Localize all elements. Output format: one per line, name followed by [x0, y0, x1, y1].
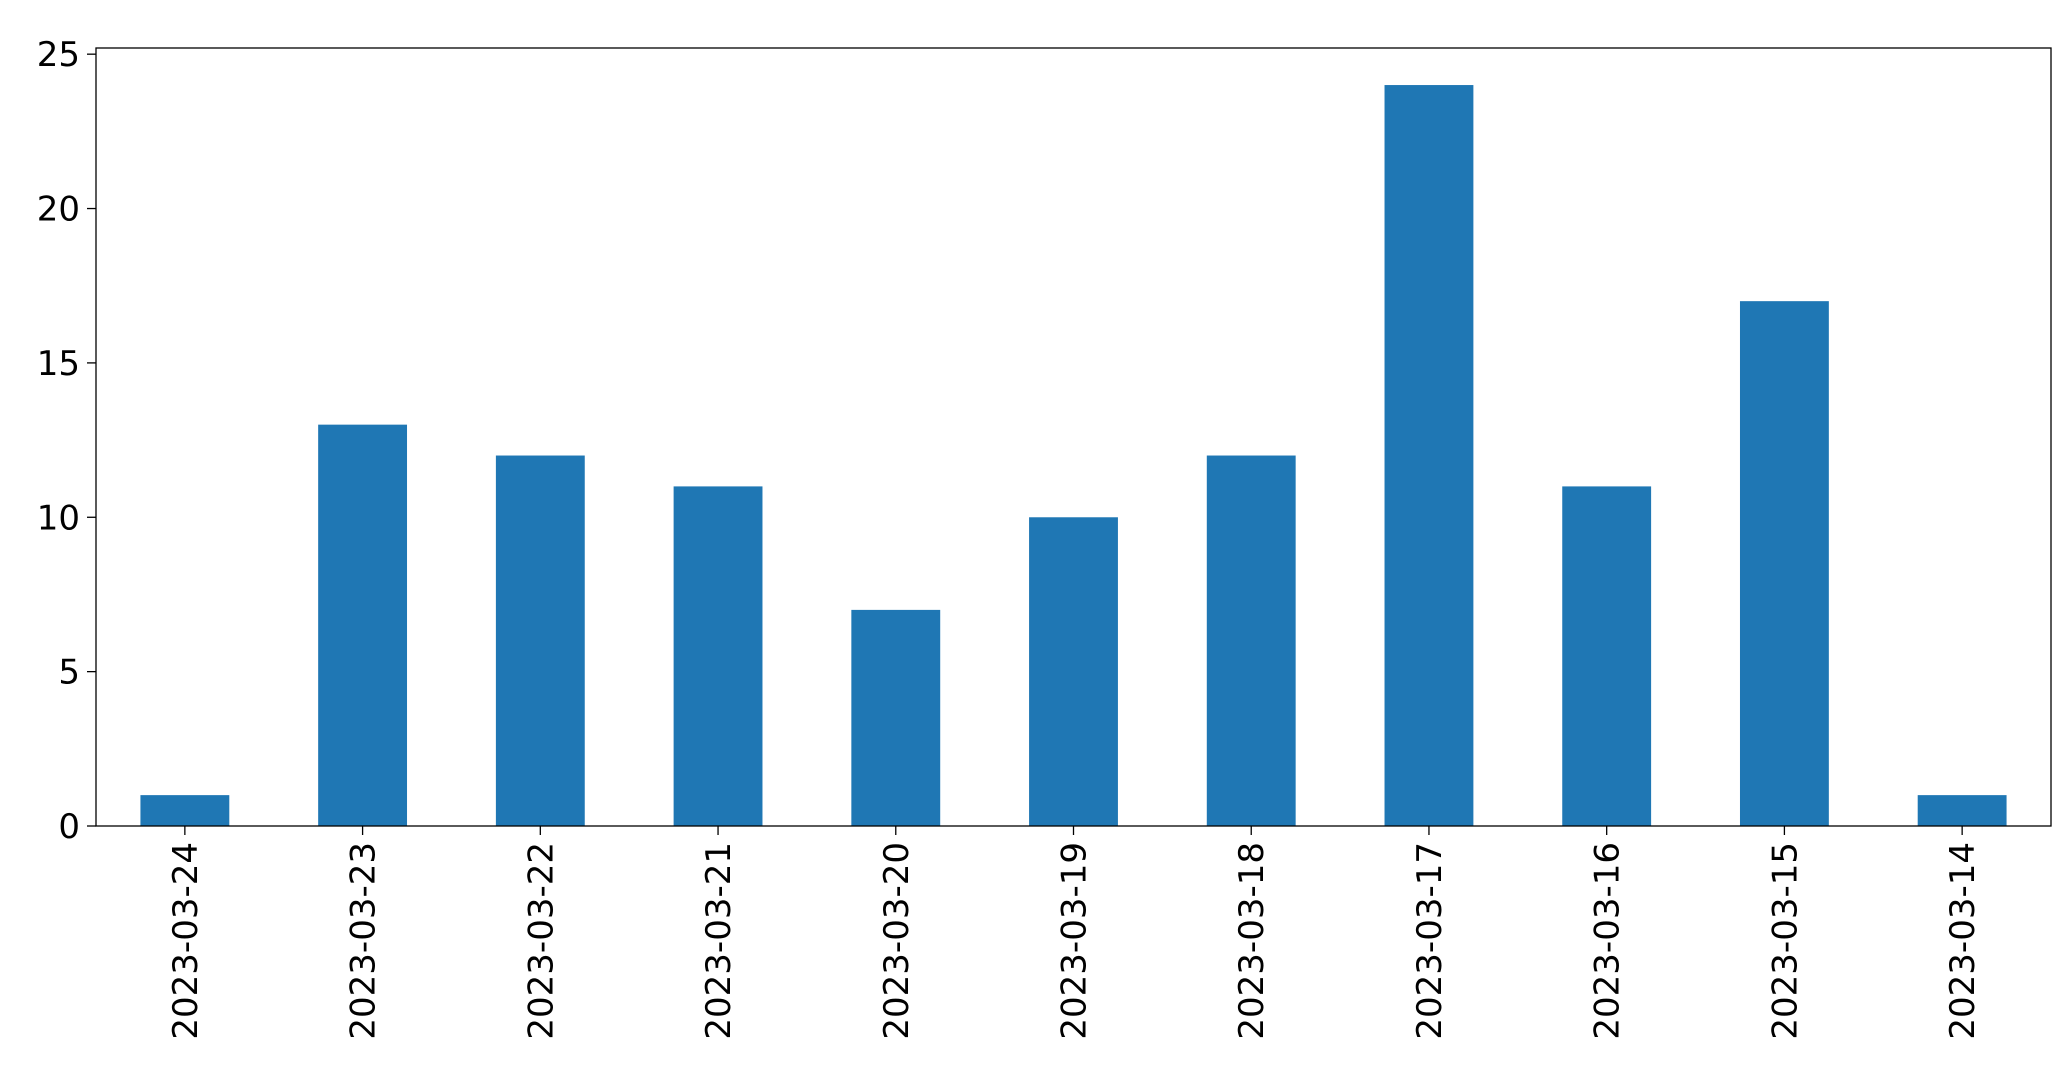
plot-frame [95, 47, 2052, 827]
bar [1029, 517, 1118, 826]
y-tick-label: 25 [37, 35, 80, 75]
x-tick-label: 2023-03-20 [877, 842, 917, 1040]
bar [1917, 795, 2007, 826]
bar [1384, 85, 1474, 827]
x-tick-label: 2023-03-16 [1588, 842, 1628, 1040]
bar [495, 455, 585, 826]
x-tick-label: 2023-03-14 [1943, 842, 1983, 1040]
y-tick-label: 0 [58, 807, 80, 847]
bar [851, 609, 941, 826]
x-tick-label: 2023-03-23 [344, 842, 384, 1040]
bar [318, 424, 408, 826]
bar [1739, 301, 1829, 827]
x-tick-label: 2023-03-15 [1765, 842, 1805, 1040]
bar [1562, 486, 1652, 826]
y-tick-label: 20 [37, 190, 80, 230]
x-tick-label: 2023-03-18 [1232, 842, 1272, 1040]
bar [140, 795, 230, 826]
x-tick-label: 2023-03-21 [699, 842, 739, 1040]
bar [673, 486, 763, 826]
y-tick-label: 5 [58, 653, 80, 693]
y-tick-label: 15 [37, 344, 80, 384]
x-tick-label: 2023-03-17 [1410, 842, 1450, 1040]
x-tick-label: 2023-03-24 [166, 842, 206, 1040]
x-tick-label: 2023-03-19 [1055, 842, 1095, 1040]
bar [1206, 455, 1296, 826]
x-tick-label: 2023-03-22 [521, 842, 561, 1040]
y-tick-label: 10 [37, 498, 80, 538]
